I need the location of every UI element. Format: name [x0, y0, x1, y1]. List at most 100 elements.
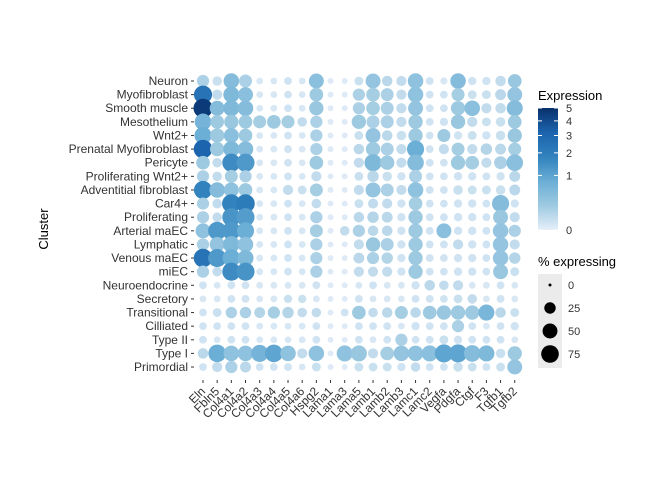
- dot-mark: [369, 322, 377, 331]
- dot-mark: [350, 345, 367, 362]
- color-legend-tick-label: 5: [566, 103, 572, 115]
- dot-mark: [193, 139, 213, 159]
- dot-mark: [354, 199, 364, 208]
- dot-mark: [396, 130, 407, 141]
- dot-mark: [465, 305, 480, 320]
- dot-mark: [450, 101, 466, 116]
- dot-mark: [393, 345, 410, 362]
- dot-mark: [224, 114, 239, 130]
- dot-mark: [396, 103, 407, 114]
- dot-mark: [223, 86, 240, 103]
- dot-mark: [297, 185, 307, 195]
- dot-mark: [241, 335, 250, 344]
- dot-mark: [481, 103, 492, 114]
- dot-mark: [482, 226, 491, 235]
- dot-mark: [380, 155, 395, 170]
- dot-mark: [482, 131, 491, 140]
- dot-mark: [223, 141, 240, 158]
- dot-mark: [411, 295, 420, 303]
- color-legend-tick-label: 3: [566, 130, 572, 142]
- dot-mark: [492, 223, 509, 239]
- dot-mark: [450, 155, 466, 170]
- dot-mark: [196, 74, 210, 88]
- dot-mark: [496, 335, 505, 344]
- dot-mark: [452, 280, 464, 291]
- dot-mark: [467, 131, 477, 140]
- dot-mark: [251, 344, 269, 362]
- dot-mark: [254, 307, 266, 319]
- dot-mark: [270, 213, 278, 221]
- dot-mark: [483, 295, 490, 303]
- dot-mark: [284, 336, 292, 344]
- dot-mark: [223, 100, 240, 117]
- dot-mark: [308, 345, 325, 362]
- dot-mark: [283, 294, 293, 304]
- dot-mark: [284, 267, 292, 276]
- dot-mark: [468, 267, 477, 276]
- size-legend-dot: [544, 302, 556, 314]
- dot-mark: [256, 172, 264, 180]
- dot-mark: [354, 322, 363, 331]
- dot-mark: [341, 91, 348, 98]
- dot-mark: [450, 114, 466, 130]
- color-legend-bar: [538, 108, 558, 230]
- dot-mark: [440, 199, 448, 208]
- dot-mark: [354, 335, 363, 344]
- dot-mark: [240, 361, 251, 373]
- dot-mark: [394, 306, 408, 320]
- dot-mark: [212, 171, 222, 182]
- y-tick-label: miEC: [159, 265, 189, 279]
- dot-mark: [366, 115, 380, 129]
- dot-mark: [480, 143, 493, 155]
- y-tick-label: Proliferating Wnt2+: [86, 169, 188, 183]
- dot-mark: [408, 196, 423, 211]
- dot-mark: [495, 143, 507, 155]
- dot-mark: [396, 75, 407, 87]
- dot-mark: [368, 307, 378, 318]
- dot-mark: [327, 159, 334, 166]
- dot-mark: [298, 336, 306, 344]
- dot-mark: [311, 307, 322, 318]
- dot-mark: [327, 336, 334, 343]
- dot-mark: [336, 345, 353, 362]
- dot-mark: [236, 262, 255, 281]
- dot-mark: [327, 132, 334, 139]
- dot-mark: [212, 89, 223, 100]
- dot-mark: [282, 306, 294, 319]
- dot-mark: [327, 255, 334, 262]
- dot-mark: [327, 295, 334, 302]
- dot-mark: [284, 145, 292, 153]
- dot-mark: [492, 236, 509, 253]
- dot-mark: [255, 363, 264, 371]
- dot-mark: [227, 295, 236, 303]
- dot-mark: [440, 322, 448, 331]
- dot-mark: [341, 336, 348, 343]
- dot-mark: [212, 76, 222, 86]
- dot-mark: [439, 117, 449, 127]
- dot-mark: [284, 131, 292, 140]
- dot-mark: [284, 172, 292, 181]
- dot-mark: [380, 115, 394, 129]
- dot-mark: [383, 295, 391, 303]
- dot-mark: [367, 170, 379, 183]
- dot-mark: [510, 321, 519, 331]
- dot-mark: [298, 254, 306, 262]
- dot-mark: [237, 236, 254, 253]
- y-tick-label: Transitional: [126, 306, 188, 320]
- dot-mark: [396, 184, 407, 196]
- dot-mark: [353, 266, 364, 277]
- dot-mark: [411, 335, 420, 344]
- dot-mark: [511, 336, 519, 344]
- dot-mark: [355, 281, 363, 289]
- dot-mark: [209, 236, 225, 252]
- dot-mark: [425, 322, 434, 331]
- dot-mark: [366, 251, 380, 265]
- dot-mark: [381, 225, 393, 237]
- dot-mark: [509, 212, 520, 223]
- dot-mark: [270, 200, 278, 207]
- dot-mark: [495, 348, 506, 359]
- dot-mark: [453, 131, 463, 140]
- dot-mark: [199, 322, 207, 331]
- dot-mark: [309, 101, 324, 116]
- dot-mark: [369, 295, 377, 303]
